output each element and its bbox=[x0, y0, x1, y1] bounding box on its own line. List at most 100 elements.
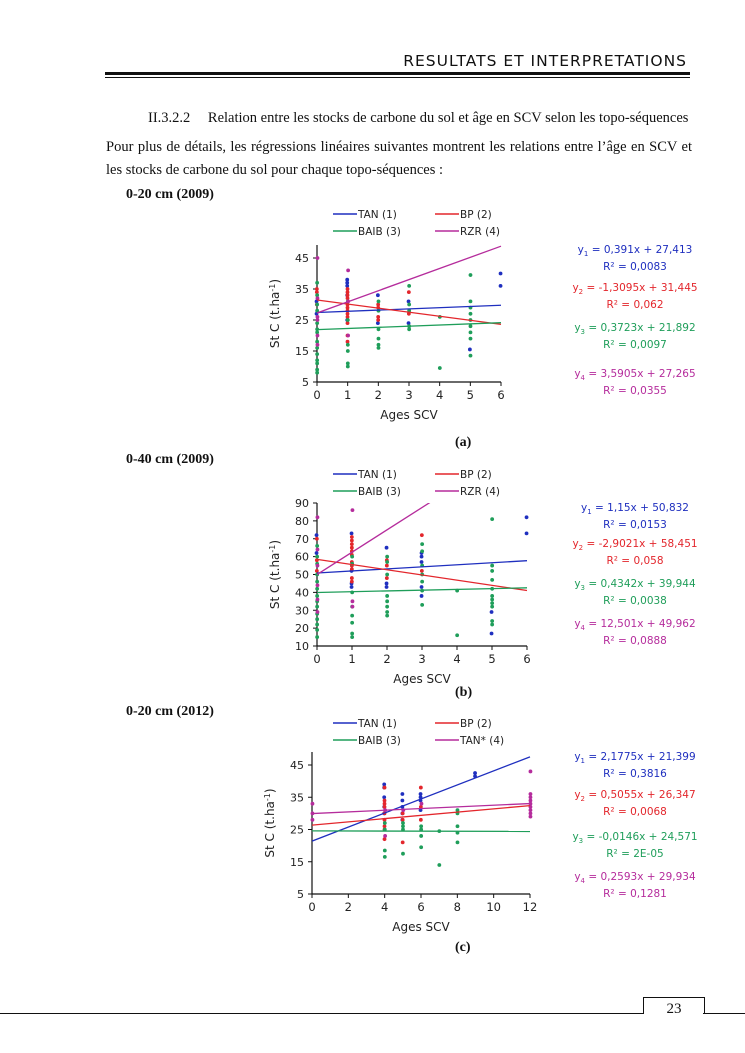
data-point-s3 bbox=[420, 602, 425, 607]
data-point-s2 bbox=[349, 576, 354, 580]
equation-subscript: 1 bbox=[580, 757, 586, 766]
data-point-s1 bbox=[375, 321, 380, 325]
data-point-s1 bbox=[400, 798, 405, 803]
y-axis-title: St C (t.ha-1) bbox=[268, 540, 282, 609]
y-axis-title: St C (t.ha-1) bbox=[268, 279, 282, 348]
y-axis-title-sup: -1 bbox=[268, 284, 277, 292]
data-point-s3 bbox=[468, 299, 473, 304]
data-point-s3 bbox=[419, 827, 424, 832]
data-point-s3 bbox=[468, 311, 473, 316]
trendline-s1 bbox=[317, 304, 502, 314]
equation-y: y bbox=[572, 831, 579, 843]
data-point-s4 bbox=[528, 811, 533, 816]
header-rule-thick bbox=[105, 72, 690, 75]
data-point-s3 bbox=[455, 633, 460, 638]
data-point-s2 bbox=[418, 785, 423, 790]
section-title: Relation entre les stocks de carbone du … bbox=[207, 110, 689, 126]
data-point-s3 bbox=[490, 619, 495, 623]
trendline-s3 bbox=[317, 322, 502, 331]
equation-subscript: 3 bbox=[578, 837, 584, 846]
data-point-s4 bbox=[350, 599, 355, 604]
data-point-s3 bbox=[350, 613, 355, 618]
equation-body: = -0,0146x + 24,571 bbox=[583, 831, 698, 843]
equation-b-1: y1 = 1,15x + 50,832 R² = 0,0153 bbox=[550, 502, 720, 532]
x-tick-label: 3 bbox=[405, 388, 412, 402]
data-point-s2 bbox=[349, 579, 354, 584]
running-header-title: RESULTATS ET INTERPRETATIONS bbox=[403, 52, 687, 70]
data-point-s1 bbox=[524, 515, 529, 520]
data-point-s4 bbox=[350, 508, 355, 513]
y-tick-label: 30 bbox=[295, 604, 309, 617]
r-squared: R² = 0,0083 bbox=[603, 261, 667, 274]
data-point-s3 bbox=[315, 330, 320, 335]
y-axis-title-sup: -1 bbox=[268, 545, 277, 553]
data-point-s1 bbox=[384, 545, 389, 550]
equation-body: = 0,2593x + 29,934 bbox=[585, 871, 696, 883]
y-tick-label: 70 bbox=[295, 533, 309, 546]
data-point-s1 bbox=[489, 631, 494, 636]
equation-subscript: 2 bbox=[580, 795, 586, 804]
legend-label-3: BAIB (3) bbox=[358, 226, 401, 238]
legend-label-3: BAIB (3) bbox=[358, 735, 401, 747]
chart-a-caption: (a) bbox=[455, 435, 472, 450]
data-point-s1 bbox=[524, 531, 529, 536]
data-point-s3 bbox=[490, 601, 495, 605]
equation-body: = 0,3723x + 21,892 bbox=[585, 322, 696, 334]
data-point-s2 bbox=[345, 290, 350, 294]
data-point-s2 bbox=[314, 536, 319, 541]
y-tick-label: 20 bbox=[295, 622, 309, 635]
data-point-s2 bbox=[349, 542, 354, 547]
equation-text: y4 = 12,501x + 49,962 bbox=[550, 618, 720, 635]
equation-body: = -2,9021x + 58,451 bbox=[583, 538, 698, 550]
data-point-s3 bbox=[419, 824, 424, 829]
equation-b-4: y4 = 12,501x + 49,962 R² = 0,0888 bbox=[550, 618, 720, 648]
data-point-s3 bbox=[468, 273, 473, 277]
data-point-s1 bbox=[473, 771, 477, 775]
data-point-s3 bbox=[401, 827, 405, 832]
data-point-s4 bbox=[528, 814, 533, 819]
data-point-s3 bbox=[490, 594, 495, 598]
data-point-s4 bbox=[315, 318, 320, 322]
equation-c-4: y4 = 0,2593x + 29,934 R² = 0,1281 bbox=[550, 871, 720, 901]
data-point-s3 bbox=[315, 346, 320, 350]
x-tick-label: 2 bbox=[375, 388, 382, 402]
data-point-s1 bbox=[384, 581, 389, 586]
data-point-s4 bbox=[528, 798, 533, 803]
r-squared: R² = 0,062 bbox=[606, 299, 664, 312]
equation-y: y bbox=[574, 751, 581, 763]
equation-y: y bbox=[572, 538, 579, 550]
data-point-s3 bbox=[315, 367, 320, 372]
equation-b-2: y2 = -2,9021x + 58,451 R² = 0,058 bbox=[550, 538, 720, 568]
data-point-s1 bbox=[419, 554, 424, 559]
x-tick-label: 3 bbox=[418, 652, 425, 666]
data-point-s3 bbox=[315, 594, 320, 598]
equation-subscript: 1 bbox=[587, 508, 592, 517]
equation-a-3: y3 = 0,3723x + 21,892 R² = 0,0097 bbox=[550, 322, 720, 352]
data-point-s3 bbox=[401, 821, 405, 825]
data-point-s3 bbox=[350, 554, 355, 559]
r-squared: R² = 0,0038 bbox=[603, 595, 667, 608]
data-point-s1 bbox=[406, 299, 411, 304]
data-point-s4 bbox=[310, 801, 315, 806]
equation-body: = 3,5905x + 27,265 bbox=[585, 368, 696, 380]
data-point-s3 bbox=[376, 299, 381, 304]
y-axis-title-main: St C (t.ha bbox=[263, 801, 277, 858]
data-point-s3 bbox=[382, 848, 387, 853]
data-point-s2 bbox=[345, 339, 350, 344]
x-tick-label: 10 bbox=[486, 900, 501, 914]
data-point-s4 bbox=[315, 547, 320, 552]
data-point-s3 bbox=[401, 851, 405, 856]
data-point-s1 bbox=[418, 792, 423, 796]
equation-y: y bbox=[577, 244, 584, 256]
data-point-s3 bbox=[345, 349, 350, 353]
x-tick-label: 5 bbox=[488, 652, 495, 666]
equation-text: y1 = 1,15x + 50,832 bbox=[550, 502, 720, 519]
y-tick-label: 5 bbox=[302, 376, 309, 389]
data-point-s3 bbox=[385, 604, 390, 609]
data-point-s2 bbox=[314, 290, 319, 294]
equation-y: y bbox=[574, 322, 581, 334]
chart-a-heading: 0-20 cm (2009) bbox=[126, 187, 214, 202]
equation-y: y bbox=[572, 282, 579, 294]
equation-subscript: 4 bbox=[580, 877, 586, 886]
